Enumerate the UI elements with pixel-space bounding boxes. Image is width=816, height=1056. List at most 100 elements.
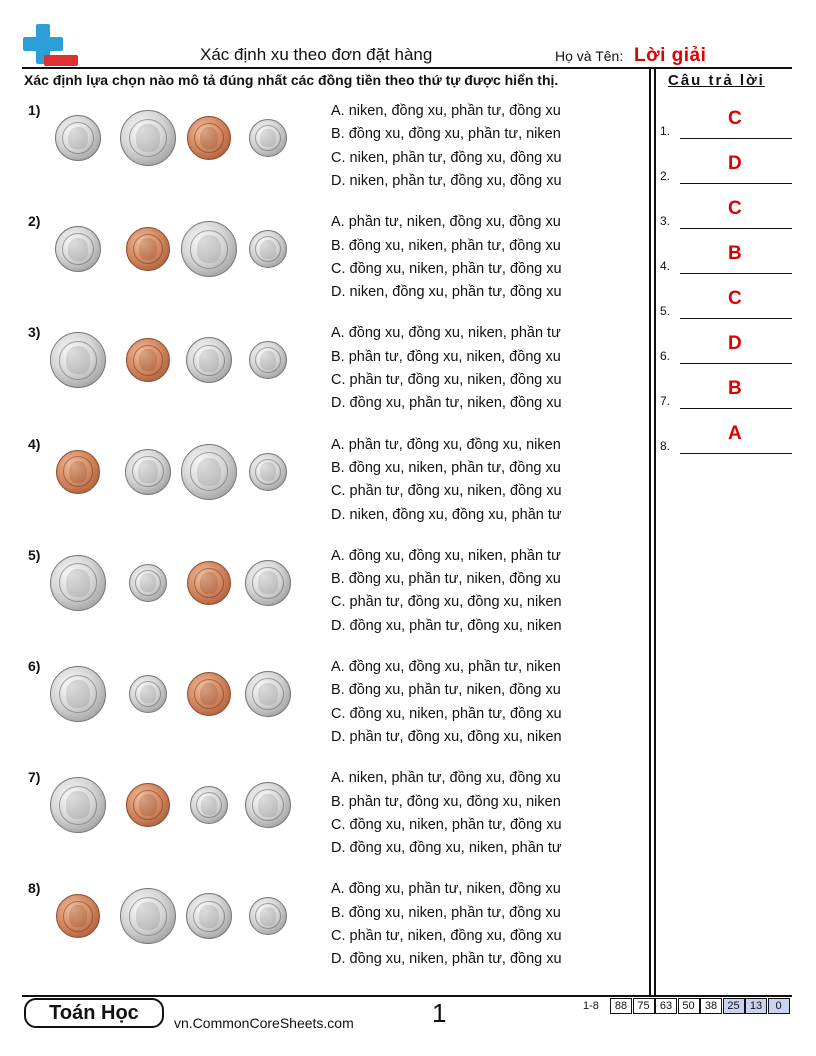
answer-option: A. đồng xu, phần tư, niken, đồng xu	[331, 881, 561, 898]
answer-option: A. đồng xu, đồng xu, phần tư, niken	[331, 659, 561, 675]
answer-blank	[680, 318, 792, 319]
answer-number: 7.	[660, 394, 671, 408]
answer-option: C. đồng xu, niken, phần tư, đồng xu	[331, 705, 562, 722]
score-cell: 0	[767, 998, 790, 1014]
quarter-coin-icon	[181, 443, 237, 500]
answer-number: 6.	[660, 349, 671, 363]
nickel-coin-icon	[55, 115, 101, 161]
question-number: 3)	[28, 324, 41, 341]
answer-number: 4.	[660, 259, 671, 273]
plus-minus-logo-icon	[23, 24, 78, 66]
answer-blank	[680, 363, 792, 364]
nickel-coin-icon	[125, 448, 171, 495]
penny-coin-icon	[187, 672, 231, 716]
answer-value: B	[728, 243, 742, 264]
answer-blank	[680, 273, 792, 274]
dime-coin-icon	[129, 563, 167, 602]
name-value: Lời giải	[634, 45, 707, 66]
penny-coin-icon	[126, 338, 170, 383]
answer-option: A. niken, đồng xu, phần tư, đồng xu	[331, 103, 561, 119]
quarter-coin-icon	[181, 221, 237, 278]
answer-header: Câu trả lời	[668, 72, 765, 89]
answer-option: C. phần tư, đồng xu, niken, đồng xu	[331, 372, 562, 388]
answer-option: B. phần tư, đồng xu, niken, đồng xu	[331, 348, 561, 365]
answer-option: B. đồng xu, niken, phần tư, đồng xu	[331, 237, 561, 254]
quarter-coin-icon	[50, 332, 106, 389]
answer-option: B. đồng xu, đồng xu, phần tư, niken	[331, 126, 561, 143]
answer-number: 2.	[660, 169, 671, 183]
answer-option: B. đồng xu, niken, phần tư, đồng xu	[331, 459, 561, 476]
answer-option: C. đồng xu, niken, phần tư, đồng xu	[331, 816, 562, 833]
nickel-coin-icon	[245, 782, 291, 829]
site-url[interactable]: vn.CommonCoreSheets.com	[174, 1015, 354, 1031]
answer-value: A	[728, 423, 742, 444]
answer-option: A. phần tư, đồng xu, đồng xu, niken	[331, 436, 561, 453]
penny-coin-icon	[126, 783, 170, 828]
answer-option: C. đồng xu, niken, phần tư, đồng xu	[331, 260, 562, 277]
answer-option: B. đồng xu, phần tư, niken, đồng xu	[331, 682, 561, 699]
quarter-coin-icon	[50, 666, 106, 722]
nickel-coin-icon	[55, 226, 101, 273]
answer-number: 3.	[660, 214, 671, 228]
quarter-coin-icon	[50, 777, 106, 834]
column-divider	[654, 67, 656, 997]
answer-value: D	[728, 153, 742, 174]
score-cell: 13	[745, 998, 767, 1014]
answer-number: 8.	[660, 439, 671, 453]
answer-option: A. đồng xu, đồng xu, niken, phần tư	[331, 325, 561, 342]
page-number: 1	[432, 998, 447, 1028]
dime-coin-icon	[129, 675, 167, 713]
quarter-coin-icon	[120, 888, 176, 945]
dime-coin-icon	[249, 897, 287, 936]
answer-option: A. niken, phần tư, đồng xu, đồng xu	[331, 770, 561, 787]
question-number: 8)	[28, 880, 41, 897]
nickel-coin-icon	[245, 671, 291, 717]
answer-option: D. niken, đồng xu, đồng xu, phần tư	[331, 506, 562, 523]
answer-option: B. phần tư, đồng xu, đồng xu, niken	[331, 793, 561, 810]
penny-coin-icon	[126, 227, 170, 272]
answer-option: A. phần tư, niken, đồng xu, đồng xu	[331, 214, 561, 231]
score-cell: 50	[677, 998, 700, 1014]
question-number: 1)	[28, 102, 41, 118]
answer-option: D. đồng xu, phần tư, niken, đồng xu	[331, 395, 562, 412]
answer-option: B. đồng xu, niken, phần tư, đồng xu	[331, 904, 561, 921]
nickel-coin-icon	[186, 893, 232, 940]
footer-divider	[22, 995, 792, 997]
answer-option: B. đồng xu, phần tư, niken, đồng xu	[331, 571, 561, 588]
answer-number: 1.	[660, 124, 671, 138]
nickel-coin-icon	[245, 559, 291, 606]
score-range-label: 1-8	[583, 1000, 599, 1012]
dime-coin-icon	[249, 341, 287, 380]
answer-option: D. đồng xu, phần tư, đồng xu, niken	[331, 617, 562, 634]
answer-option: D. niken, đồng xu, phần tư, đồng xu	[331, 284, 562, 301]
answer-blank	[680, 408, 792, 409]
answer-value: C	[728, 198, 742, 219]
answer-option: D. phần tư, đồng xu, đồng xu, niken	[331, 728, 562, 745]
score-cell: 63	[655, 998, 677, 1014]
dime-coin-icon	[249, 452, 287, 491]
answer-option: C. phần tư, đồng xu, niken, đồng xu	[331, 483, 562, 500]
penny-coin-icon	[187, 116, 231, 160]
question-number: 7)	[28, 769, 41, 786]
penny-coin-icon	[187, 560, 231, 605]
answer-option: D. niken, phần tư, đồng xu, đồng xu	[331, 172, 562, 189]
name-label: Họ và Tên:	[555, 48, 624, 64]
answer-option: C. niken, phần tư, đồng xu, đồng xu	[331, 149, 562, 166]
question-number: 6)	[28, 658, 41, 674]
answer-blank	[680, 228, 792, 229]
penny-coin-icon	[56, 894, 100, 939]
score-cell: 25	[722, 998, 745, 1014]
nickel-coin-icon	[186, 337, 232, 384]
score-cell: 38	[700, 998, 722, 1014]
question-number: 4)	[28, 435, 41, 452]
answer-value: D	[728, 333, 742, 354]
answer-blank	[680, 183, 792, 184]
answer-option: A. đồng xu, đồng xu, niken, phần tư	[331, 547, 561, 564]
answer-value: C	[728, 108, 742, 129]
answer-blank	[680, 138, 792, 139]
worksheet-title: Xác định xu theo đơn đặt hàng	[200, 45, 433, 64]
penny-coin-icon	[56, 449, 100, 494]
answer-option: D. đồng xu, đồng xu, niken, phần tư	[331, 840, 562, 857]
column-divider	[649, 67, 651, 997]
answer-option: C. phần tư, đồng xu, đồng xu, niken	[331, 594, 562, 611]
